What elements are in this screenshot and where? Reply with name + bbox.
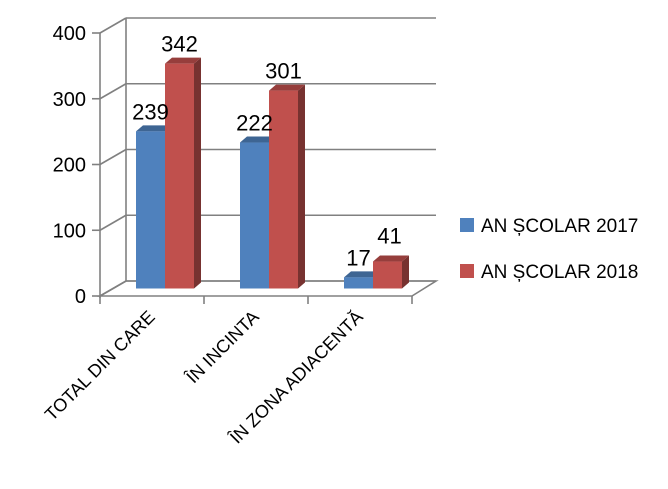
data-label: 222: [236, 111, 273, 136]
y-tick-label: 300: [53, 89, 86, 111]
axes: [92, 18, 439, 304]
data-label: 41: [377, 224, 401, 249]
bar-top: [269, 84, 305, 91]
bar-side: [402, 255, 409, 289]
y-tick-label: 0: [75, 286, 86, 308]
bar-top: [240, 136, 276, 143]
bar: [373, 261, 402, 289]
bar: [344, 277, 373, 289]
bar-top: [344, 271, 380, 278]
y-tick-label: 200: [53, 155, 86, 177]
gridline-connector: [99, 214, 127, 231]
gridline-connector: [99, 148, 127, 166]
category-label: TOTAL DIN CARE: [41, 307, 159, 425]
data-label: 342: [161, 32, 198, 57]
category-label: ÎN INCINTA: [182, 307, 263, 388]
bar-top: [136, 125, 172, 132]
data-labels: 239 342 222 301 17 41: [132, 32, 402, 271]
legend-label: AN ȘCOLAR 2018: [481, 262, 638, 283]
y-tick-labels: 0 100 200 300 400: [53, 23, 86, 308]
bar: [240, 142, 269, 289]
y-tick-label: 400: [53, 23, 86, 45]
bar-side: [298, 84, 305, 289]
legend-swatch: [460, 264, 474, 278]
bar-side: [194, 57, 201, 289]
legend-swatch: [460, 218, 474, 232]
bars: [136, 57, 409, 289]
legend: AN ȘCOLAR 2017 AN ȘCOLAR 2018: [460, 216, 638, 283]
bar: [269, 90, 298, 289]
legend-label: AN ȘCOLAR 2017: [481, 216, 638, 237]
y-tick-label: 100: [53, 220, 86, 242]
gridline-connector: [99, 83, 127, 100]
data-label: 239: [132, 99, 169, 124]
data-label: 301: [265, 59, 302, 84]
bar: [165, 63, 194, 289]
gridline-connector: [99, 17, 127, 34]
bar-top: [165, 57, 201, 64]
bar: [136, 131, 165, 289]
data-label: 17: [346, 245, 370, 270]
bar-top: [373, 255, 409, 262]
